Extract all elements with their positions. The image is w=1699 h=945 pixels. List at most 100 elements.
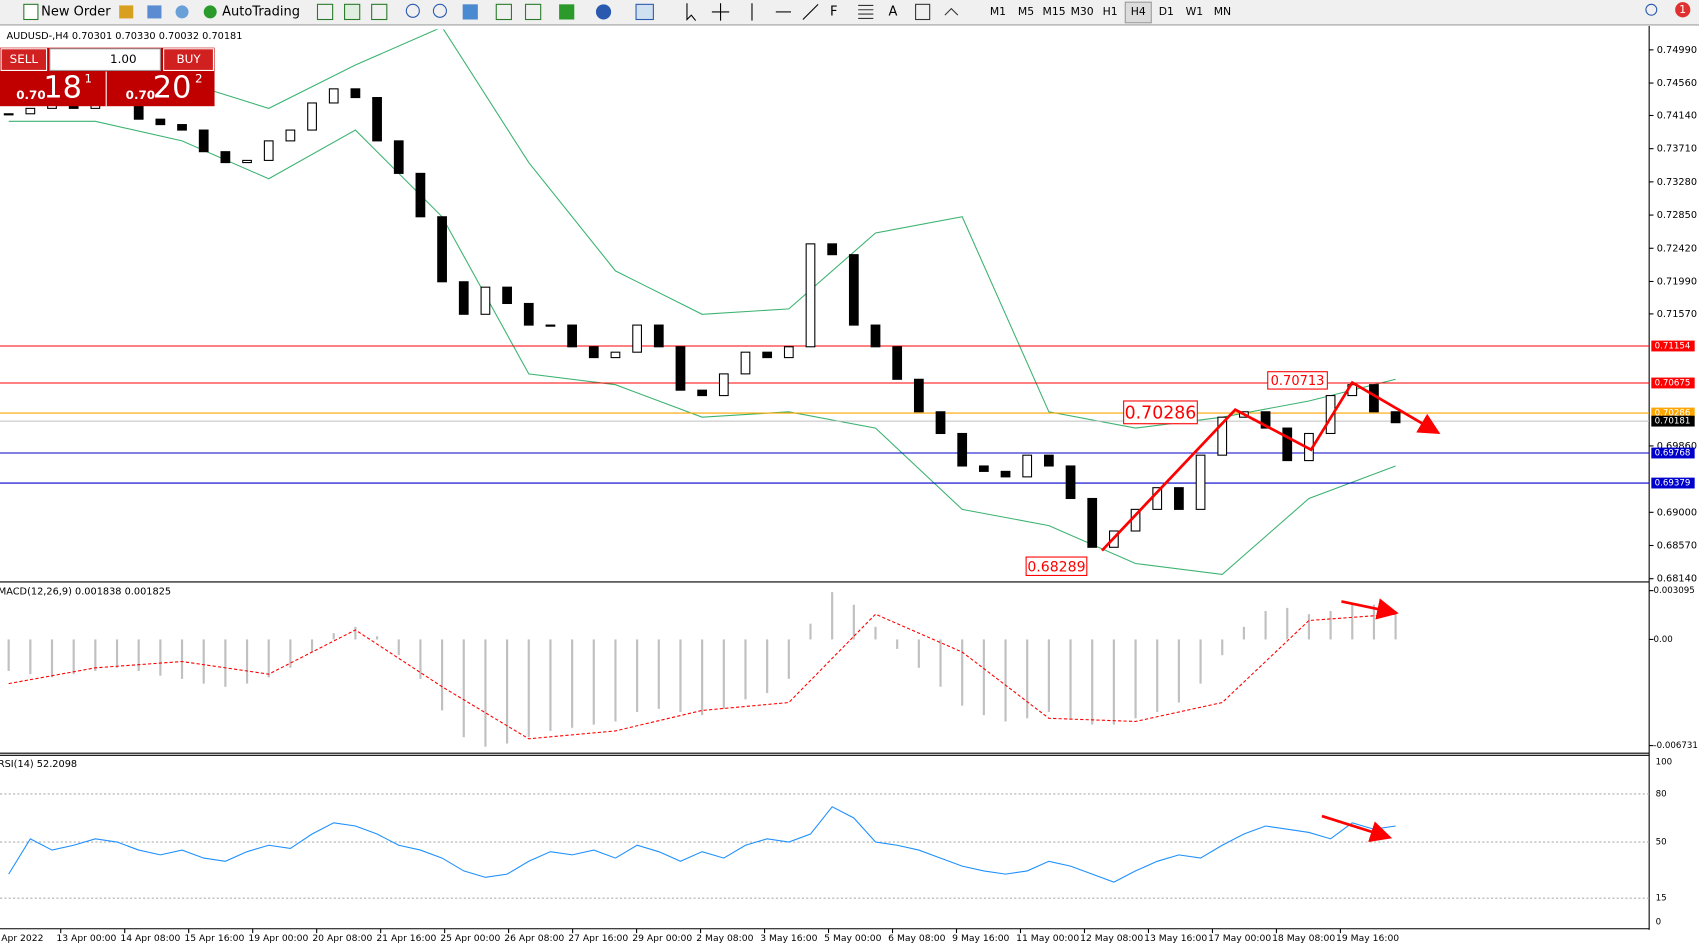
price-tick-label: 0.69860	[1657, 441, 1697, 452]
new-order-icon[interactable]	[23, 3, 39, 21]
cursor-tool[interactable]	[686, 3, 697, 21]
timeframe-button[interactable]: W1	[1186, 5, 1204, 18]
tool-icon[interactable]	[344, 3, 361, 21]
price-tick-label: 0.68140	[1657, 574, 1697, 585]
sell-label[interactable]: SELL	[10, 52, 39, 66]
arrows-tool[interactable]	[944, 7, 959, 16]
level-label-bg	[1651, 340, 1695, 352]
macd-bar	[180, 639, 184, 679]
label-tool[interactable]	[915, 3, 931, 21]
price-annotation: 0.70286	[1125, 403, 1197, 423]
zoom-in[interactable]	[405, 3, 420, 18]
macd-tick-label: 0.00	[1653, 635, 1672, 645]
macd-bar	[1199, 639, 1202, 684]
time-label: 11 May 00:00	[1016, 933, 1079, 944]
candle	[567, 324, 577, 348]
macd-bar	[679, 639, 682, 712]
candle	[1282, 427, 1293, 462]
text-tool[interactable]: A	[889, 4, 898, 19]
price-annotation-box	[1123, 400, 1198, 425]
volume-value[interactable]: 1.00	[110, 52, 137, 66]
macd-bar	[549, 639, 552, 731]
time-label: 18 May 08:00	[1272, 933, 1335, 944]
price-tick-label: 0.73710	[1657, 144, 1697, 155]
candle	[1260, 411, 1271, 429]
candle	[285, 129, 296, 142]
tool-icon[interactable]	[371, 3, 388, 21]
candle	[1325, 395, 1336, 435]
autotrading-button[interactable]: AutoTrading	[222, 4, 300, 19]
time-label: 15 Apr 16:00	[184, 933, 244, 944]
time-label: 14 Apr 08:00	[120, 933, 180, 944]
crosshair-tool[interactable]	[711, 3, 730, 21]
volume-input[interactable]	[49, 48, 161, 71]
price-annotation-box	[1025, 556, 1088, 576]
candle	[25, 107, 36, 115]
buy-price-point[interactable]: 2	[195, 72, 203, 86]
candle	[3, 113, 14, 116]
tool-icon[interactable]	[316, 3, 334, 21]
channel-tool[interactable]	[858, 4, 874, 19]
buy-label[interactable]: BUY	[176, 52, 201, 66]
macd-bar	[375, 636, 379, 640]
tool-icon[interactable]	[147, 5, 162, 19]
timeframe-button[interactable]: H4	[1131, 5, 1146, 18]
macd-bar	[72, 639, 75, 675]
price-tick-label: 0.74560	[1657, 78, 1697, 89]
timeframe-button[interactable]: D1	[1159, 5, 1174, 18]
periods[interactable]	[595, 4, 612, 20]
timeframe-button[interactable]: MN	[1214, 5, 1231, 18]
templates[interactable]	[635, 3, 654, 21]
autotrading-icon[interactable]	[203, 5, 217, 19]
level-label-bg	[1651, 377, 1695, 389]
tool-icon[interactable]	[524, 3, 542, 21]
macd-bar	[766, 639, 769, 694]
rsi-tick-label: 0	[1656, 918, 1662, 928]
new-order-button[interactable]: New Order	[41, 4, 111, 19]
macd-bar	[787, 639, 790, 679]
tool-icon[interactable]	[495, 3, 512, 21]
timeframe-button[interactable]: M30	[1071, 5, 1094, 18]
tool-icon[interactable]	[119, 5, 134, 19]
macd-bar	[657, 639, 660, 709]
price-annotation: 0.70713	[1271, 374, 1325, 389]
buy-price-big[interactable]: 0.70	[126, 88, 155, 102]
toolbar: New Order AutoTrading F A 1 M1 M5 M15 M30 H1…	[0, 0, 1699, 26]
indicators[interactable]	[559, 4, 575, 20]
macd-bar	[1177, 639, 1180, 703]
tool-icon[interactable]	[462, 4, 478, 20]
timeframe-button[interactable]: M1	[990, 5, 1006, 18]
level-label: 0.70286	[1655, 409, 1691, 419]
timeframe-button[interactable]: M5	[1018, 5, 1034, 18]
macd-bar	[1307, 614, 1311, 640]
sell-price-big[interactable]: 0.70	[16, 88, 45, 102]
sell-price-point[interactable]: 1	[85, 72, 93, 86]
timeframe-button[interactable]: M15	[1043, 5, 1066, 18]
macd-bar	[115, 639, 119, 668]
macd-bar	[961, 639, 964, 706]
candle	[1065, 465, 1076, 500]
macd-bar	[1026, 639, 1029, 719]
buy-price-pips[interactable]: 20	[153, 70, 192, 105]
trendline-tool[interactable]	[802, 3, 819, 20]
fib-tool[interactable]: F	[830, 4, 837, 19]
buy-button[interactable]	[163, 48, 215, 71]
notification-badge[interactable]	[1675, 2, 1691, 18]
search[interactable]	[1645, 3, 1658, 16]
price-tick-label: 0.72850	[1657, 210, 1697, 221]
candle	[653, 324, 664, 348]
candle	[783, 346, 794, 359]
candle	[588, 346, 599, 359]
timeframe-button[interactable]: H1	[1103, 5, 1118, 18]
macd-bar	[1112, 639, 1115, 725]
zoom-out[interactable]	[432, 3, 447, 18]
sell-button[interactable]	[0, 48, 48, 71]
macd-bar	[1372, 604, 1376, 640]
sell-price-pips[interactable]: 18	[43, 70, 82, 105]
price-tick-label: 0.73280	[1657, 177, 1697, 188]
tool-icon[interactable]	[175, 5, 189, 19]
time-label: 19 May 16:00	[1336, 933, 1399, 944]
candle	[523, 302, 534, 326]
candle	[718, 373, 729, 397]
chart-bg	[0, 26, 1699, 945]
